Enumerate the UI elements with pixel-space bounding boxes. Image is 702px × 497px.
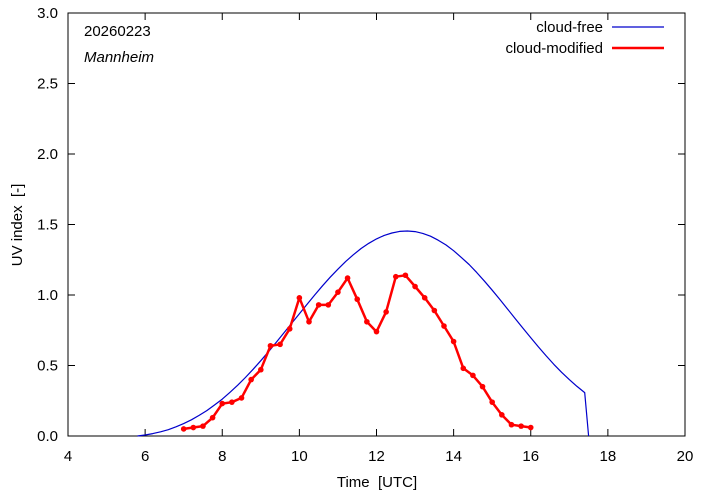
y-tick-label: 3.0 [37,5,58,22]
legend-label-cloud-modified: cloud-modified [505,40,603,57]
data-point-cloud-modified [412,283,418,290]
x-tick-label: 10 [291,448,308,465]
data-point-cloud-modified [190,424,197,431]
data-point-cloud-modified [180,426,187,432]
x-axis-ticks: 4 6 8 10 12 14 16 18 20 [64,13,694,465]
data-point-cloud-modified [527,424,534,431]
y-tick-label: 0.5 [37,358,58,375]
legend-label-cloud-free: cloud-free [536,19,603,36]
data-point-cloud-modified [286,326,293,332]
x-tick-label: 8 [218,448,226,465]
y-tick-label: 1.0 [37,287,58,304]
y-axis-ticks: 0.0 0.5 1.0 1.5 2.0 2.5 3.0 [37,5,685,445]
plot-frame [67,12,686,437]
data-point-cloud-modified [354,296,361,303]
data-point-cloud-modified [373,328,380,335]
y-tick-label: 2.0 [37,146,58,163]
data-point-cloud-modified [441,323,447,329]
data-point-cloud-modified [267,342,274,349]
data-point-cloud-modified [479,383,486,390]
x-tick-label: 18 [600,448,617,465]
x-tick-label: 14 [445,448,462,465]
y-tick-label: 1.5 [37,217,58,234]
date-label: 20260223 [84,23,151,40]
data-point-cloud-modified [209,414,216,421]
data-point-cloud-modified [306,318,312,325]
data-point-cloud-modified [219,400,226,407]
series-line-cloud-free [137,230,590,437]
x-tick-label: 12 [368,448,385,465]
x-axis-label: Time [UTC] [337,474,417,491]
data-point-cloud-modified [200,423,206,429]
data-point-cloud-modified [508,421,515,428]
data-point-cloud-modified [296,295,303,301]
x-tick-label: 20 [677,448,694,465]
data-point-cloud-modified [229,399,235,405]
data-point-cloud-modified [277,341,283,348]
data-point-cloud-modified [335,289,341,295]
data-point-cloud-modified [238,395,245,401]
data-point-cloud-modified [489,399,495,405]
y-tick-label: 0.0 [37,428,58,445]
data-point-cloud-modified [383,309,389,315]
y-tick-label: 2.5 [37,76,58,93]
data-point-cloud-modified [460,365,467,372]
data-point-cloud-modified [344,275,351,281]
x-tick-label: 16 [522,448,539,465]
data-point-cloud-modified [499,412,505,418]
data-point-cloud-modified [450,338,457,345]
series-layer [137,230,590,437]
data-point-cloud-modified [518,423,524,429]
x-tick-label: 4 [64,448,72,465]
location-label: Mannheim [84,49,154,66]
data-point-cloud-modified [364,318,370,325]
data-point-cloud-modified [470,372,476,379]
data-point-cloud-modified [392,273,399,280]
data-point-cloud-modified [258,366,264,373]
x-tick-label: 6 [141,448,149,465]
data-point-cloud-modified [402,272,409,279]
data-point-cloud-modified [431,307,438,314]
data-point-cloud-modified [421,295,428,301]
data-point-cloud-modified [315,302,322,308]
data-point-cloud-modified [248,376,254,383]
legend: cloud-free cloud-modified [505,19,664,57]
y-axis-label: UV index [-] [9,184,26,267]
data-point-cloud-modified [325,302,332,308]
